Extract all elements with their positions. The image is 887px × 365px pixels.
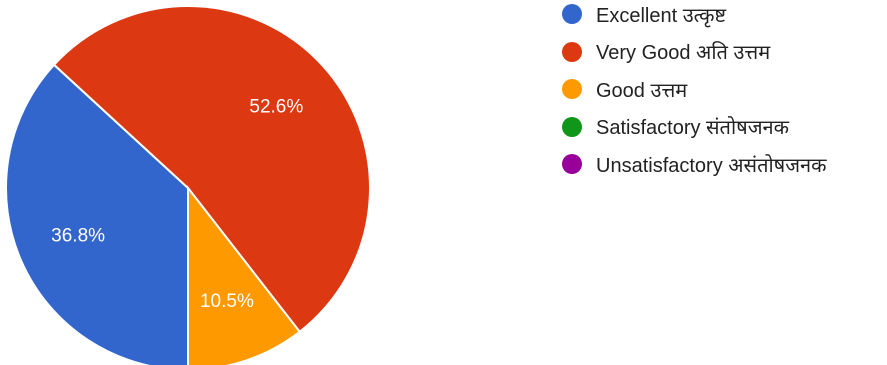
legend-label: Very Good अति उत्तम (596, 42, 771, 64)
legend-label: Good उत्तम (596, 79, 688, 102)
pie-chart-canvas: 36.8% 52.6% 10.5% (5, 5, 371, 365)
legend-label: Unsatisfactory असंतोषजनक (596, 154, 827, 177)
pie-slice (187, 185, 302, 365)
legend-swatch (562, 41, 582, 62)
legend-swatch (562, 116, 582, 137)
pie-slice (5, 63, 189, 365)
slice-label: 10.5% (200, 291, 254, 312)
legend-swatch (562, 79, 582, 99)
legend-item: Very Good अति उत्तम (562, 41, 827, 64)
legend-swatch (562, 4, 582, 24)
pie-slice (52, 5, 371, 334)
legend-item: Satisfactory संतोषजनक (562, 116, 827, 139)
legend-item: Excellent उत्कृष्ट (562, 3, 827, 27)
chart-legend: Excellent उत्कृष्ट Very Good अति उत्तम Goo… (562, 3, 827, 191)
slice-label: 36.8% (51, 226, 105, 247)
legend-item: Good उत्तम (562, 78, 827, 102)
slice-label: 52.6% (249, 96, 303, 117)
legend-label: Excellent उत्कृष्ट (596, 4, 727, 27)
legend-item: Unsatisfactory असंतोषजनक (562, 153, 827, 177)
legend-label: Satisfactory संतोषजनक (596, 117, 789, 139)
legend-swatch (562, 154, 582, 174)
